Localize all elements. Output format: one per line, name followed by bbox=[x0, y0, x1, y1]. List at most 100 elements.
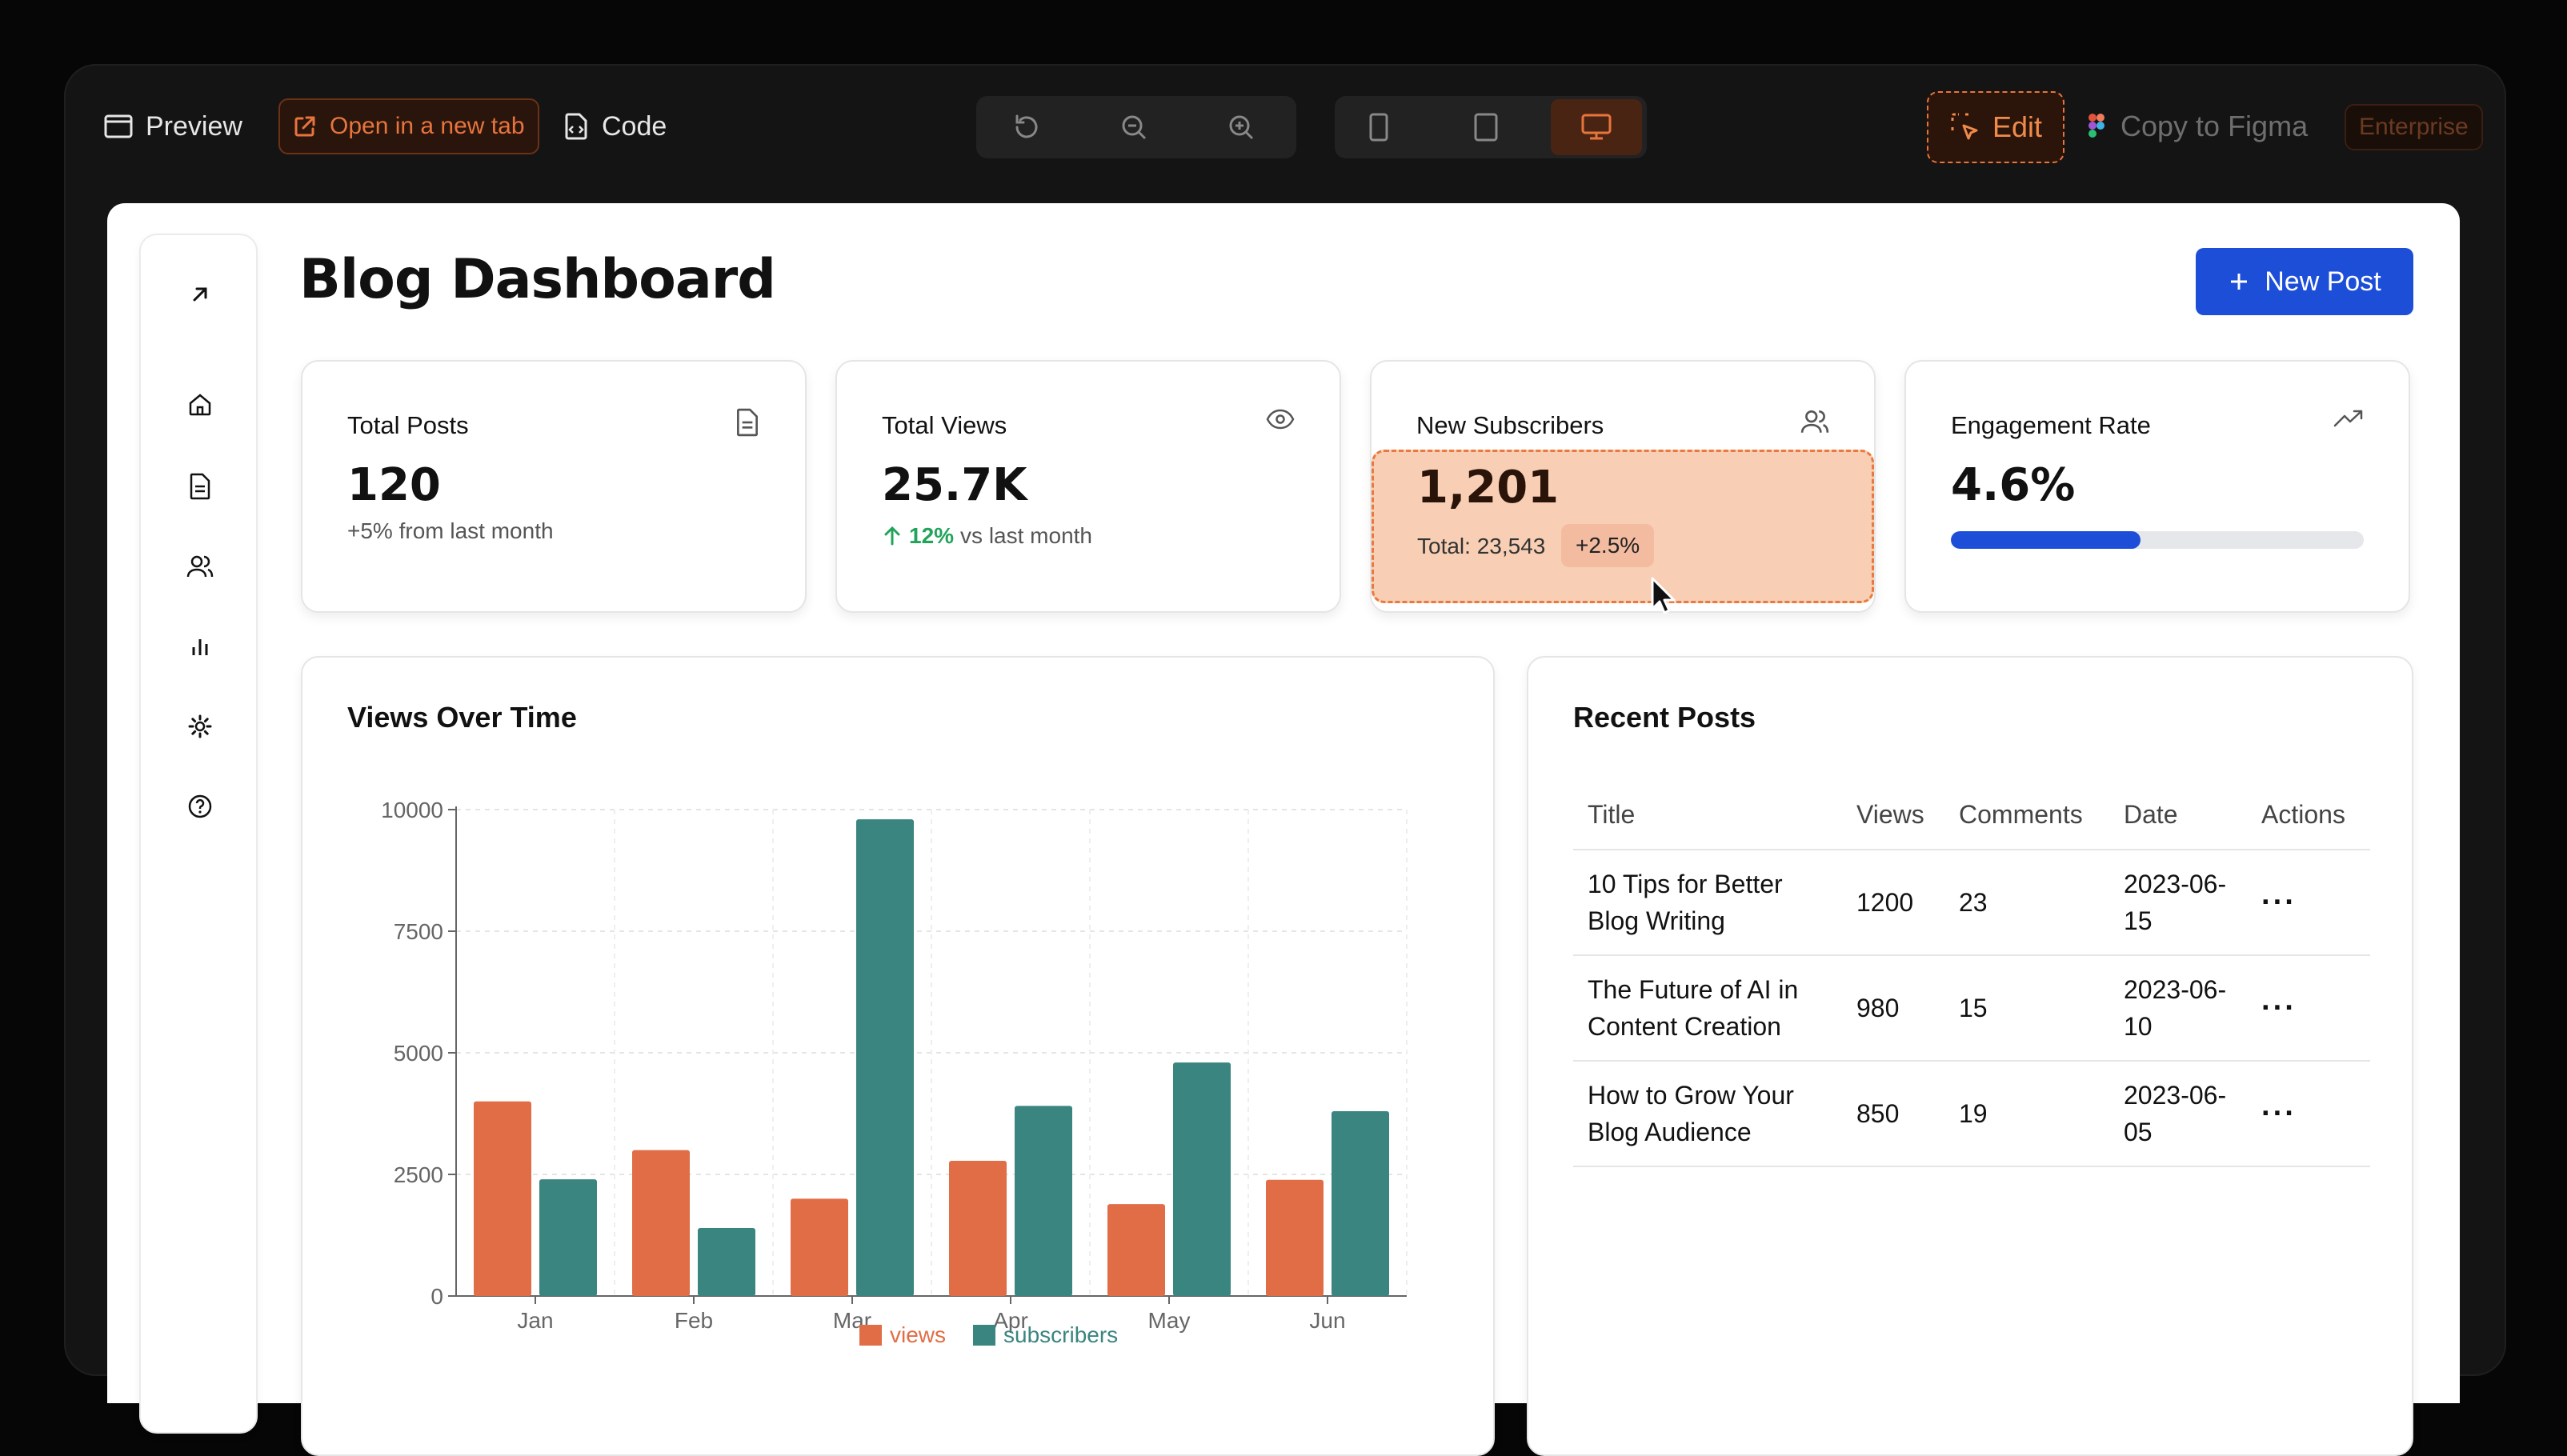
plus-icon bbox=[2228, 270, 2250, 293]
app-canvas: Blog Dashboard New Post Total Posts 120 … bbox=[107, 203, 2460, 1403]
panel-title: Views Over Time bbox=[347, 701, 577, 734]
stat-change-badge: +2.5% bbox=[1561, 524, 1654, 567]
recent-posts-panel: Recent Posts Title Views Comments Date A… bbox=[1527, 656, 2413, 1456]
y-tick-label: 7500 bbox=[394, 919, 443, 944]
sidebar bbox=[139, 234, 258, 1434]
table-header-row: Title Views Comments Date Actions bbox=[1573, 781, 2370, 850]
users-icon bbox=[1800, 408, 1829, 439]
post-title: How to Grow Your Blog Audience bbox=[1573, 1061, 1842, 1166]
expand-button[interactable] bbox=[176, 270, 224, 318]
bar-views bbox=[474, 1102, 531, 1296]
edit-button[interactable]: Edit bbox=[1927, 91, 2064, 163]
stat-value: 4.6% bbox=[1951, 459, 2075, 511]
help-circle-icon bbox=[187, 794, 213, 819]
engagement-progress-bar bbox=[1951, 531, 2364, 549]
post-views: 980 bbox=[1842, 955, 1944, 1061]
y-tick-label: 0 bbox=[431, 1284, 443, 1309]
row-actions-button[interactable]: ··· bbox=[2261, 1097, 2297, 1130]
zoom-out-icon bbox=[1119, 113, 1148, 142]
post-views: 850 bbox=[1842, 1061, 1944, 1166]
row-actions-button[interactable]: ··· bbox=[2261, 886, 2297, 919]
select-cursor-icon bbox=[1949, 111, 1981, 143]
column-header-title: Title bbox=[1573, 781, 1842, 850]
open-new-tab-label: Open in a new tab bbox=[330, 113, 525, 140]
x-tick-label: Feb bbox=[675, 1308, 713, 1333]
code-tab[interactable]: Code bbox=[563, 91, 667, 162]
phone-icon bbox=[1368, 112, 1389, 142]
preview-label: Preview bbox=[146, 111, 242, 142]
copy-to-figma-button[interactable]: Copy to Figma bbox=[2087, 91, 2308, 162]
bar-views bbox=[791, 1198, 848, 1296]
bar-subscribers bbox=[856, 819, 914, 1296]
open-new-tab-button[interactable]: Open in a new tab bbox=[278, 98, 539, 154]
preview-tab[interactable]: Preview bbox=[104, 91, 242, 162]
y-tick-label: 2500 bbox=[394, 1162, 443, 1187]
external-link-icon bbox=[293, 114, 317, 138]
tablet-view-button[interactable] bbox=[1442, 96, 1530, 158]
home-icon bbox=[187, 392, 213, 418]
stat-total: Total: 23,543 bbox=[1417, 534, 1545, 559]
post-date: 2023-06-10 bbox=[2109, 955, 2247, 1061]
code-file-icon bbox=[563, 112, 589, 141]
legend-label: subscribers bbox=[1003, 1322, 1118, 1347]
table-row: 10 Tips for Better Blog Writing 1200 23 … bbox=[1573, 850, 2370, 955]
reset-button[interactable] bbox=[983, 96, 1071, 158]
stat-card-new-subscribers: New Subscribers 1,201 Total: 23,543 +2.5… bbox=[1370, 360, 1876, 613]
page-title: Blog Dashboard bbox=[299, 248, 775, 311]
stat-subtext: 12% vs last month bbox=[882, 523, 1092, 549]
row-actions-button[interactable]: ··· bbox=[2261, 991, 2297, 1025]
bar-views bbox=[632, 1150, 690, 1296]
sidebar-item-posts[interactable] bbox=[176, 462, 224, 510]
sidebar-item-analytics[interactable] bbox=[176, 622, 224, 670]
tablet-icon bbox=[1473, 112, 1499, 142]
mouse-cursor-icon bbox=[1650, 576, 1677, 616]
document-icon bbox=[735, 408, 760, 441]
bar-subscribers bbox=[539, 1179, 597, 1296]
y-tick-label: 5000 bbox=[394, 1041, 443, 1066]
sidebar-item-help[interactable] bbox=[176, 782, 224, 830]
mobile-view-button[interactable] bbox=[1335, 96, 1423, 158]
stat-value: 25.7K bbox=[882, 459, 1027, 511]
post-comments: 15 bbox=[1944, 955, 2109, 1061]
stat-title: New Subscribers bbox=[1416, 411, 1604, 440]
arrow-up-icon bbox=[882, 525, 903, 547]
post-date: 2023-06-15 bbox=[2109, 850, 2247, 955]
bar-subscribers bbox=[1332, 1111, 1389, 1296]
code-label: Code bbox=[602, 111, 667, 142]
stat-subtext: +5% from last month bbox=[347, 518, 554, 544]
figma-icon bbox=[2087, 112, 2106, 141]
bar-views bbox=[1107, 1204, 1165, 1296]
stat-card-total-views: Total Views 25.7K 12% vs last month bbox=[835, 360, 1341, 613]
table-row: The Future of AI in Content Creation 980… bbox=[1573, 955, 2370, 1061]
stat-card-engagement-rate: Engagement Rate 4.6% bbox=[1904, 360, 2410, 613]
x-tick-label: Jan bbox=[517, 1308, 553, 1333]
eye-icon bbox=[1266, 408, 1295, 434]
zoom-out-button[interactable] bbox=[1090, 96, 1178, 158]
bar-views bbox=[949, 1161, 1007, 1296]
zoom-controls bbox=[976, 96, 1296, 158]
enterprise-badge: Enterprise bbox=[2345, 104, 2483, 150]
trending-up-icon bbox=[2333, 408, 2364, 433]
arrow-up-right-icon bbox=[189, 283, 211, 306]
post-title: The Future of AI in Content Creation bbox=[1573, 955, 1842, 1061]
stat-card-total-posts: Total Posts 120 +5% from last month bbox=[301, 360, 807, 613]
bar-chart-icon bbox=[189, 634, 211, 658]
bar-subscribers bbox=[1015, 1106, 1072, 1296]
window-icon bbox=[104, 114, 133, 139]
edit-label: Edit bbox=[1992, 110, 2042, 144]
stat-value: 1,201 bbox=[1417, 462, 1559, 514]
zoom-in-button[interactable] bbox=[1197, 96, 1285, 158]
selected-element-highlight[interactable]: 1,201 Total: 23,543 +2.5% bbox=[1372, 450, 1874, 603]
views-over-time-panel: Views Over Time 025005000750010000JanFeb… bbox=[301, 656, 1495, 1456]
stat-value: 120 bbox=[347, 459, 441, 511]
sidebar-item-settings[interactable] bbox=[176, 702, 224, 750]
progress-fill bbox=[1951, 531, 2141, 549]
new-post-button[interactable]: New Post bbox=[2196, 248, 2413, 315]
post-views: 1200 bbox=[1842, 850, 1944, 955]
column-header-actions: Actions bbox=[2247, 781, 2370, 850]
column-header-views: Views bbox=[1842, 781, 1944, 850]
desktop-view-button[interactable] bbox=[1551, 99, 1642, 155]
stat-title: Engagement Rate bbox=[1951, 411, 2151, 440]
sidebar-item-users[interactable] bbox=[176, 542, 224, 590]
sidebar-item-home[interactable] bbox=[176, 381, 224, 429]
